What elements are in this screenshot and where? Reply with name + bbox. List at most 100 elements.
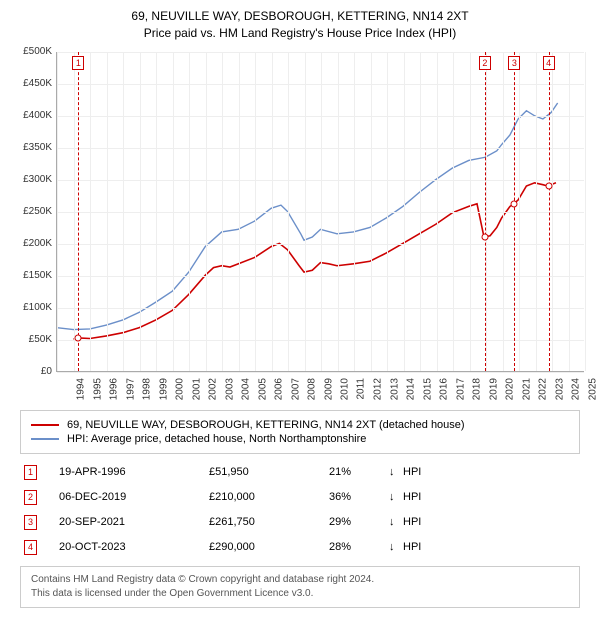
footer: Contains HM Land Registry data © Crown c…: [20, 566, 580, 608]
sales-date: 19-APR-1996: [59, 466, 209, 478]
x-tick-label: 2011: [355, 378, 366, 400]
x-tick-label: 2024: [570, 378, 581, 400]
sales-table: 119-APR-1996£51,95021%↓HPI 2 06-DEC-2019£2…: [20, 460, 580, 560]
footer-line2: This data is licensed under the Open Gov…: [31, 587, 569, 601]
sales-price: £51,950: [209, 466, 329, 478]
gridline-v: [123, 52, 124, 371]
gridline-v: [57, 52, 58, 371]
plot-region: 1234: [56, 52, 584, 372]
gridline-v: [189, 52, 190, 371]
x-tick-label: 2019: [488, 378, 499, 400]
marker-box-1: 1: [72, 56, 84, 70]
down-arrow-icon: ↓: [389, 541, 403, 553]
gridline-v: [453, 52, 454, 371]
sales-marker: 2: [24, 490, 37, 505]
title-block: 69, NEUVILLE WAY, DESBOROUGH, KETTERING,…: [12, 8, 588, 42]
legend: 69, NEUVILLE WAY, DESBOROUGH, KETTERING,…: [20, 410, 580, 454]
x-tick-label: 2003: [224, 378, 235, 400]
sales-pct: 28%: [329, 541, 389, 553]
title-sub: Price paid vs. HM Land Registry's House …: [12, 25, 588, 42]
y-tick-label: £450K: [12, 78, 52, 89]
y-tick-label: £200K: [12, 238, 52, 249]
x-tick-label: 2008: [306, 378, 317, 400]
x-tick-label: 2002: [207, 378, 218, 400]
sales-hpi-label: HPI: [403, 541, 580, 553]
gridline-v: [222, 52, 223, 371]
sales-date: 06-DEC-2019: [59, 491, 209, 503]
marker-dot-3: [511, 201, 518, 208]
x-tick-label: 1996: [108, 378, 119, 400]
sales-marker: 4: [24, 540, 37, 555]
gridline-v: [387, 52, 388, 371]
gridline-v: [272, 52, 273, 371]
gridline-v: [585, 52, 586, 371]
y-tick-label: £400K: [12, 110, 52, 121]
y-tick-label: £300K: [12, 174, 52, 185]
footer-line1: Contains HM Land Registry data © Crown c…: [31, 573, 569, 587]
gridline-v: [486, 52, 487, 371]
gridline-v: [74, 52, 75, 371]
gridline-v: [371, 52, 372, 371]
sales-row: 320-SEP-2021£261,75029%↓HPI: [20, 510, 580, 535]
gridline-v: [420, 52, 421, 371]
marker-dashline: [514, 52, 515, 371]
x-tick-label: 2006: [273, 378, 284, 400]
x-tick-label: 1998: [141, 378, 152, 400]
gridline-v: [288, 52, 289, 371]
gridline-v: [239, 52, 240, 371]
sales-hpi-label: HPI: [403, 516, 580, 528]
down-arrow-icon: ↓: [389, 491, 403, 503]
x-tick-label: 1995: [92, 378, 103, 400]
legend-row: HPI: Average price, detached house, Nort…: [31, 433, 569, 445]
x-tick-label: 1999: [158, 378, 169, 400]
x-tick-label: 2022: [537, 378, 548, 400]
x-tick-label: 2020: [504, 378, 515, 400]
legend-label: 69, NEUVILLE WAY, DESBOROUGH, KETTERING,…: [67, 419, 465, 431]
y-tick-label: £150K: [12, 270, 52, 281]
marker-dashline: [485, 52, 486, 371]
sales-date: 20-SEP-2021: [59, 516, 209, 528]
gridline-v: [552, 52, 553, 371]
marker-dot-2: [481, 234, 488, 241]
x-tick-label: 2007: [290, 378, 301, 400]
marker-dashline: [78, 52, 79, 371]
gridline-v: [173, 52, 174, 371]
x-tick-label: 1997: [125, 378, 136, 400]
x-tick-label: 2021: [521, 378, 532, 400]
sales-pct: 36%: [329, 491, 389, 503]
chart-container: 69, NEUVILLE WAY, DESBOROUGH, KETTERING,…: [0, 0, 600, 620]
sales-pct: 21%: [329, 466, 389, 478]
gridline-v: [404, 52, 405, 371]
x-tick-label: 2025: [587, 378, 598, 400]
x-tick-label: 2009: [323, 378, 334, 400]
gridline-v: [536, 52, 537, 371]
y-tick-label: £100K: [12, 302, 52, 313]
x-tick-label: 2015: [422, 378, 433, 400]
x-tick-label: 2017: [455, 378, 466, 400]
x-tick-label: 2012: [372, 378, 383, 400]
gridline-v: [437, 52, 438, 371]
gridline-v: [140, 52, 141, 371]
gridline-v: [519, 52, 520, 371]
legend-row: 69, NEUVILLE WAY, DESBOROUGH, KETTERING,…: [31, 419, 569, 431]
marker-dot-4: [545, 182, 552, 189]
title-main: 69, NEUVILLE WAY, DESBOROUGH, KETTERING,…: [12, 8, 588, 25]
marker-dot-1: [75, 335, 82, 342]
marker-box-4: 4: [543, 56, 555, 70]
gridline-v: [338, 52, 339, 371]
legend-label: HPI: Average price, detached house, Nort…: [67, 433, 366, 445]
sales-row: 206-DEC-2019£210,00036%↓HPI: [20, 485, 580, 510]
marker-dashline: [549, 52, 550, 371]
sales-price: £210,000: [209, 491, 329, 503]
x-tick-label: 2005: [257, 378, 268, 400]
x-tick-label: 2018: [471, 378, 482, 400]
gridline-h: [57, 372, 584, 373]
marker-box-3: 3: [508, 56, 520, 70]
gridline-v: [470, 52, 471, 371]
gridline-v: [156, 52, 157, 371]
sales-row: 119-APR-1996£51,95021%↓HPI: [20, 460, 580, 485]
gridline-v: [503, 52, 504, 371]
y-tick-label: £500K: [12, 46, 52, 57]
gridline-v: [107, 52, 108, 371]
sales-marker: 3: [24, 515, 37, 530]
